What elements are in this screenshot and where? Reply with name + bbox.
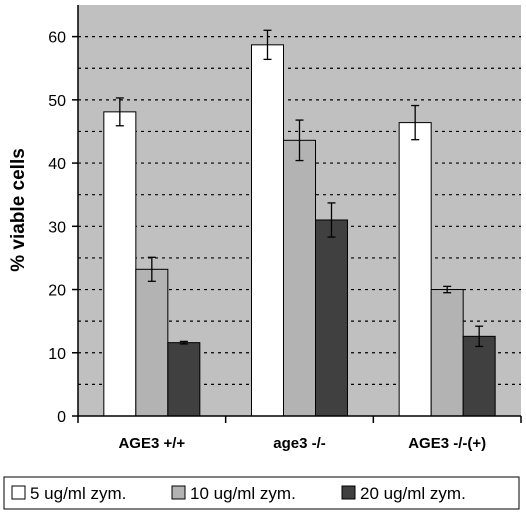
error-bars-group [115, 29, 484, 348]
legend-swatch [171, 485, 186, 500]
x-axis-ticks: AGE3 +/+ age3 -/- AGE3 -/-(+) [77, 416, 522, 452]
y-tick-label: 50 [48, 93, 66, 110]
x-tick-label: AGE3 +/+ [118, 435, 185, 452]
legend: 5 ug/ml zym. 10 ug/ml zym. 20 ug/ml zym. [3, 476, 520, 510]
legend-swatch [341, 485, 356, 500]
bar [283, 139, 316, 417]
bar [135, 268, 169, 417]
bar [462, 335, 496, 417]
x-tick-label: AGE3 -/-(+) [408, 435, 486, 452]
y-axis-ticks: 0 10 20 30 40 50 60 [48, 30, 78, 426]
bar [430, 289, 464, 417]
y-tick-label: 20 [48, 283, 66, 300]
bar [315, 219, 348, 417]
y-tick-label: 0 [57, 409, 66, 426]
y-axis-title: % viable cells [8, 148, 29, 272]
legend-frame [3, 476, 520, 510]
y-tick-label: 30 [48, 219, 66, 236]
bar [251, 44, 284, 417]
legend-swatch [11, 485, 26, 500]
legend-label: 20 ug/ml zym. [360, 484, 466, 503]
bar [167, 342, 201, 417]
legend-label: 10 ug/ml zym. [190, 484, 296, 503]
legend-label: 5 ug/ml zym. [30, 484, 126, 503]
bars-group [103, 44, 496, 417]
bar [103, 111, 137, 417]
y-tick-label: 40 [48, 156, 66, 173]
y-tick-label: 60 [48, 30, 66, 47]
bar [398, 122, 432, 417]
x-tick-label: age3 -/- [273, 435, 326, 452]
y-tick-label: 10 [48, 346, 66, 363]
